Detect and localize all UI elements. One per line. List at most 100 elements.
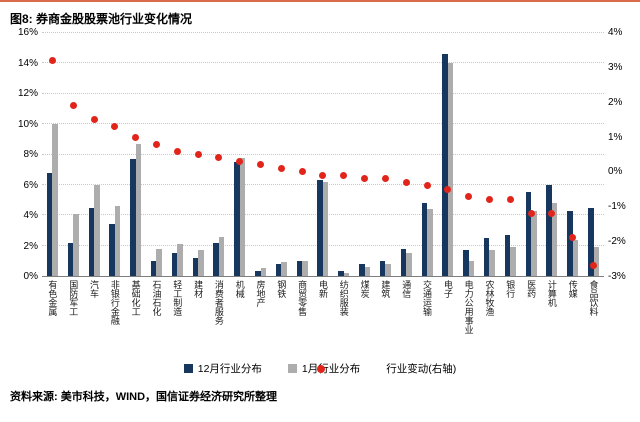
x-axis-label: 电子: [442, 280, 453, 298]
dec-bar: [317, 180, 323, 276]
dec-bar: [359, 263, 365, 276]
x-axis-label: 计算机: [546, 280, 557, 307]
dec-bar: [546, 184, 552, 276]
jan-bar: [531, 210, 537, 276]
bar-group: [333, 33, 354, 276]
x-axis-label-slot: 计算机: [542, 280, 563, 357]
legend-label-change: 行业变动(右轴): [386, 363, 457, 375]
change-dot: [319, 171, 327, 179]
bar-group: [42, 33, 63, 276]
x-axis-label-slot: 传媒: [562, 280, 583, 357]
jan-bar: [551, 203, 558, 276]
jan-bar: [218, 236, 225, 276]
y-tick-left: 6%: [23, 179, 38, 191]
y-tick-left: 4%: [23, 210, 38, 221]
x-axis-label: 通信: [401, 280, 412, 298]
bar-group: [521, 33, 542, 276]
jan-bar: [572, 239, 579, 276]
change-dot: [485, 196, 493, 204]
x-axis-label-slot: 电子: [437, 280, 458, 357]
bar-group: [458, 33, 479, 276]
y-tick-right: 2%: [608, 96, 623, 108]
x-axis-label: 非银行金融: [109, 280, 120, 325]
grid-line: [42, 62, 604, 64]
bar-group: [417, 33, 438, 276]
change-dot: [48, 57, 56, 65]
legend-item-change: 行业变动(右轴): [316, 361, 457, 376]
jan-bar: [406, 253, 412, 276]
y-tick-right: 4%: [608, 27, 623, 38]
jan-bar: [364, 266, 371, 276]
change-dot: [111, 123, 119, 131]
bar-group: [562, 33, 583, 276]
x-axis-label: 传媒: [567, 280, 578, 298]
x-axis-label: 基础化工: [130, 280, 141, 316]
x-axis-label-slot: 通信: [396, 280, 417, 357]
jan-bar: [302, 260, 308, 276]
y-tick-right: 1%: [608, 131, 623, 143]
y-tick-right: -2%: [608, 236, 626, 248]
dec-bar: [442, 54, 448, 276]
y-tick-left: 14%: [17, 57, 38, 69]
x-axis-label: 建材: [193, 280, 204, 298]
dec-bar: [130, 159, 136, 276]
x-axis-label-slot: 建材: [188, 280, 209, 357]
jan-bar: [73, 213, 79, 276]
dec-bar: [525, 192, 532, 276]
change-dot: [506, 196, 514, 204]
x-axis-label: 房地产: [255, 280, 266, 307]
bar-group: [84, 33, 105, 276]
dec-bar: [234, 162, 240, 276]
bar-group: [271, 33, 292, 276]
figure-title: 图8: 券商金股股票池行业变化情况: [10, 12, 193, 26]
bar-group: [479, 33, 500, 276]
legend-item-january: 1月行业分布: [287, 361, 360, 376]
bar-group: [125, 33, 146, 276]
y-tick-left: 16%: [17, 27, 38, 38]
x-axis-label-slot: 电力公用事业: [458, 280, 479, 357]
y-tick-right: -3%: [608, 271, 626, 282]
jan-bar: [94, 184, 100, 276]
jan-bar: [510, 247, 516, 276]
y-tick-left: 12%: [17, 88, 38, 99]
jan-bar: [177, 244, 183, 276]
jan-bar: [281, 262, 287, 276]
x-axis-label: 轻工制造: [172, 280, 183, 316]
source-note: 资料来源: 美市科技，WIND，国信证券经济研究所整理: [10, 391, 278, 403]
change-dot: [361, 175, 369, 183]
change-dot: [69, 102, 77, 110]
bar-group: [188, 33, 209, 276]
x-axis-label-slot: 交通运输: [417, 280, 438, 357]
x-axis-label: 医药: [526, 280, 537, 298]
grid-line: [42, 123, 604, 125]
bar-group: [542, 33, 563, 276]
bar-group: [396, 33, 417, 276]
bar-group: [63, 33, 84, 276]
dec-bar-swatch-icon: [183, 364, 193, 373]
change-dot: [173, 147, 181, 155]
y-tick-left: 10%: [17, 118, 38, 130]
grid-line: [42, 92, 604, 94]
y-tick-left: 0%: [23, 271, 38, 282]
top-accent-line: [0, 0, 640, 2]
x-axis-label-slot: 有色金属: [42, 280, 63, 357]
y-tick-right: -1%: [608, 201, 626, 213]
x-axis-label: 国防军工: [68, 280, 79, 316]
x-axis-label: 电力公用事业: [463, 280, 474, 334]
y-tick-left: 2%: [23, 240, 38, 252]
jan-bar: [427, 209, 433, 276]
change-dot: [590, 262, 598, 270]
x-axis-label-slot: 电新: [313, 280, 334, 357]
legend-label-december: 12月行业分布: [197, 363, 262, 375]
x-axis-label: 汽车: [89, 280, 100, 298]
industry-distribution-chart: 0% 2% 4% 6% 8% 10% 12% 14% 16% -3% -2% -1% 0% 1% 2% 3%…: [4, 28, 636, 357]
change-dot: [257, 161, 265, 169]
change-dot: [340, 171, 348, 179]
bar-group: [292, 33, 313, 276]
dec-bar: [483, 238, 490, 276]
jan-bar: [52, 124, 58, 276]
jan-bar: [447, 63, 454, 276]
bar-group: [583, 33, 604, 276]
jan-bar: [239, 157, 246, 276]
jan-bar: [260, 268, 267, 276]
